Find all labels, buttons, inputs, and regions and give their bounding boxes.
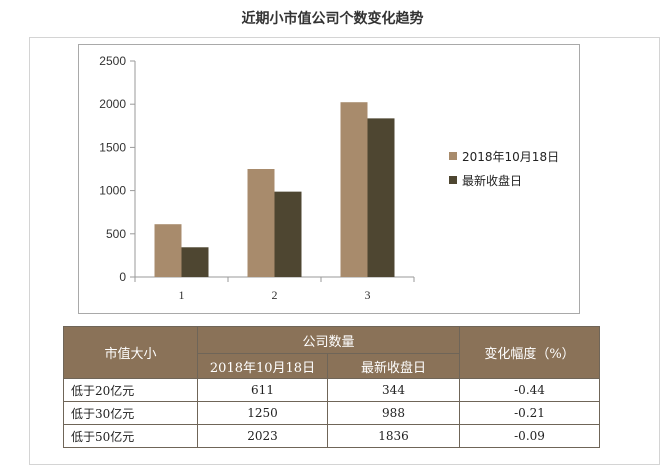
row-value-b: 344 (326, 378, 461, 402)
row-label: 低于50亿元 (63, 424, 198, 448)
legend-swatch (449, 152, 457, 160)
row-value-a: 1250 (197, 401, 328, 425)
x-tick-label: 2 (272, 288, 278, 302)
header-date1: 2018年10月18日 (197, 353, 328, 379)
page-title: 近期小市值公司个数变化趋势 (241, 11, 424, 27)
bar (154, 224, 182, 277)
row-change: -0.21 (459, 401, 601, 425)
row-change: -0.44 (459, 378, 601, 402)
content-frame (29, 37, 660, 465)
header-date2: 最新收盘日 (326, 353, 461, 379)
bar (181, 247, 209, 277)
table-row: 低于30亿元 1250 988 -0.21 (63, 401, 601, 425)
y-tick-label: 500 (106, 227, 126, 241)
row-value-a: 611 (197, 378, 328, 402)
row-change: -0.09 (459, 424, 601, 448)
table-row: 低于20亿元 611 344 -0.44 (63, 378, 601, 402)
y-tick-label: 1000 (99, 184, 126, 198)
row-label: 低于20亿元 (63, 378, 198, 402)
x-tick-label: 1 (179, 288, 185, 302)
row-value-a: 2023 (197, 424, 328, 448)
bar (274, 191, 302, 277)
legend-swatch (449, 176, 457, 184)
header-size: 市值大小 (63, 326, 198, 379)
bar (247, 169, 275, 277)
row-value-b: 1836 (326, 424, 461, 448)
header-count: 公司数量 (196, 326, 461, 354)
legend-label: 最新收盘日 (462, 173, 522, 188)
y-tick-label: 2000 (99, 97, 126, 111)
header-change: 变化幅度（%） (459, 326, 601, 379)
legend-label: 2018年10月18日 (462, 150, 559, 164)
table-row: 低于50亿元 2023 1836 -0.09 (63, 424, 601, 448)
bar (367, 118, 395, 277)
y-tick-label: 0 (119, 270, 126, 284)
row-value-b: 988 (326, 401, 461, 425)
x-tick-label: 3 (365, 288, 371, 302)
y-tick-label: 1500 (99, 140, 126, 154)
data-table: 市值大小 公司数量 变化幅度（%） 2018年10月18日 最新收盘日 低于20… (63, 326, 601, 448)
row-label: 低于30亿元 (63, 401, 198, 425)
bar (340, 102, 368, 277)
chart-area: 0 500 1000 1500 2000 2500 1 2 3 2018年10月18日 最新收盘日 (78, 44, 580, 314)
y-tick-label: 2500 (99, 54, 126, 68)
